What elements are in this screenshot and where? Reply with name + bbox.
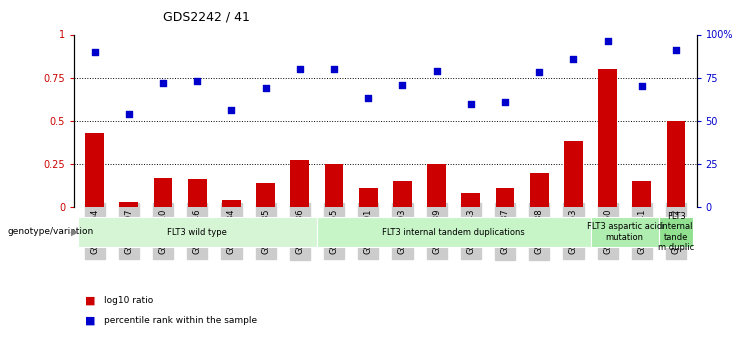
Point	[362, 96, 374, 101]
Point	[465, 101, 476, 106]
Bar	[187, 179, 207, 207]
Point	[670, 47, 682, 53]
Point	[294, 66, 306, 72]
Point	[602, 39, 614, 44]
Bar	[462, 193, 480, 207]
Text: GDS2242 / 41: GDS2242 / 41	[163, 10, 250, 23]
Bar	[256, 183, 275, 207]
Bar	[119, 202, 139, 207]
Point	[89, 49, 101, 55]
Bar	[85, 133, 104, 207]
Point	[225, 108, 237, 113]
Bar	[659, 217, 693, 247]
Text: ■: ■	[85, 295, 96, 305]
Bar	[222, 200, 241, 207]
Bar	[632, 181, 651, 207]
Point	[636, 83, 648, 89]
Text: log10 ratio: log10 ratio	[104, 296, 153, 305]
Bar	[393, 181, 412, 207]
Bar	[598, 69, 617, 207]
Point	[328, 66, 340, 72]
Bar	[359, 188, 378, 207]
Text: ■: ■	[85, 316, 96, 326]
Point	[123, 111, 135, 117]
Bar	[317, 217, 591, 247]
Bar	[591, 217, 659, 247]
Point	[568, 56, 579, 61]
Point	[534, 70, 545, 75]
Bar	[153, 178, 173, 207]
Bar	[667, 121, 685, 207]
Point	[191, 78, 203, 84]
Bar	[530, 172, 548, 207]
Bar	[496, 188, 514, 207]
Bar	[564, 141, 583, 207]
Point	[499, 99, 511, 105]
Text: genotype/variation: genotype/variation	[7, 227, 93, 236]
Bar	[290, 160, 309, 207]
Text: FLT3 aspartic acid
mutation: FLT3 aspartic acid mutation	[587, 222, 662, 242]
Bar	[78, 217, 317, 247]
Text: FLT3
internal
tande
m duplic: FLT3 internal tande m duplic	[658, 212, 694, 252]
Text: FLT3 wild type: FLT3 wild type	[167, 227, 227, 237]
Point	[431, 68, 442, 73]
Text: percentile rank within the sample: percentile rank within the sample	[104, 316, 257, 325]
Bar	[428, 164, 446, 207]
Point	[396, 82, 408, 87]
Point	[259, 85, 271, 91]
Bar	[325, 164, 343, 207]
Point	[157, 80, 169, 86]
Text: ▶: ▶	[71, 227, 79, 237]
Text: FLT3 internal tandem duplications: FLT3 internal tandem duplications	[382, 227, 525, 237]
